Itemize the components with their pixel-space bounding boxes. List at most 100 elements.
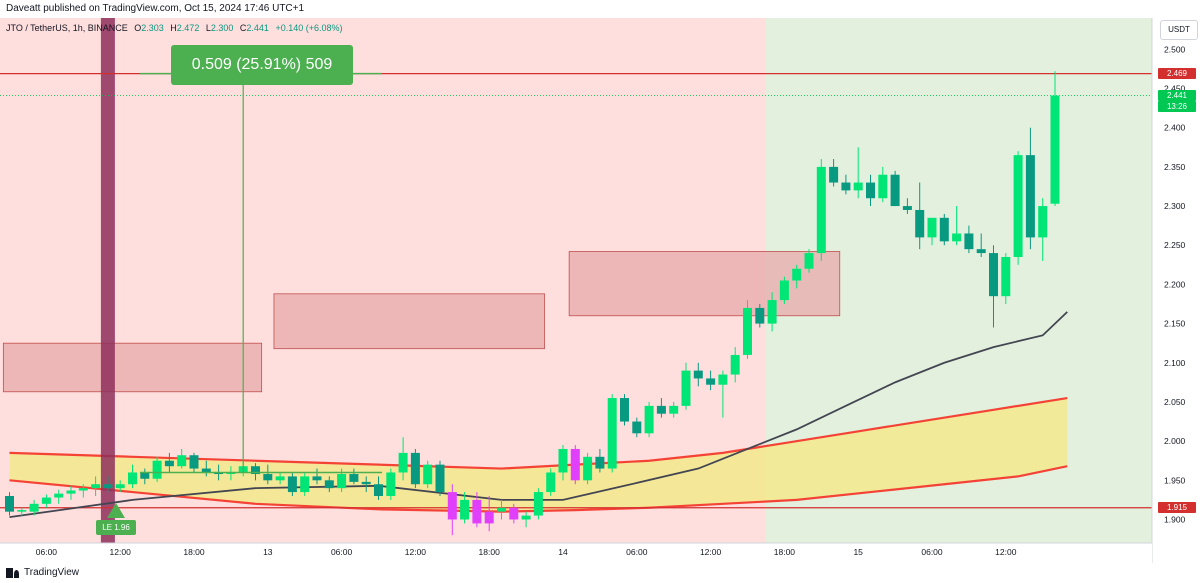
candle-body[interactable] bbox=[460, 499, 470, 520]
candle-body[interactable] bbox=[497, 507, 506, 512]
candle-body[interactable] bbox=[866, 182, 875, 199]
candle-body[interactable] bbox=[779, 280, 789, 301]
measure-label: 0.509 (25.91%) 509 bbox=[171, 45, 353, 85]
candle-body[interactable] bbox=[595, 456, 605, 469]
candle-body[interactable] bbox=[115, 484, 125, 489]
candle-body[interactable] bbox=[337, 474, 347, 489]
candle-body[interactable] bbox=[841, 182, 851, 191]
candle-body[interactable] bbox=[484, 511, 494, 524]
symbol-legend: JTO / TetherUS, 1h, BINANCE O2.303 H2.47… bbox=[6, 23, 343, 33]
resistance-price-tag: 2.469 bbox=[1158, 68, 1196, 80]
candle-body[interactable] bbox=[706, 378, 716, 385]
candle-body[interactable] bbox=[435, 464, 445, 493]
candle-body[interactable] bbox=[152, 460, 162, 479]
candle-body[interactable] bbox=[275, 476, 285, 481]
candle-body[interactable] bbox=[1038, 206, 1048, 238]
candle-body[interactable] bbox=[853, 182, 863, 191]
price-tick-label: 2.050 bbox=[1164, 397, 1186, 407]
candle-body[interactable] bbox=[939, 217, 949, 242]
candle-body[interactable] bbox=[177, 455, 187, 467]
candle-body[interactable] bbox=[546, 472, 556, 493]
candle-body[interactable] bbox=[189, 455, 199, 469]
price-tick-label: 1.950 bbox=[1164, 475, 1186, 485]
candle-body[interactable] bbox=[952, 233, 962, 242]
candle-body[interactable] bbox=[533, 492, 543, 516]
candle-body[interactable] bbox=[300, 476, 310, 493]
currency-button[interactable]: USDT bbox=[1160, 20, 1198, 40]
candle-body[interactable] bbox=[1050, 95, 1060, 204]
candle-body[interactable] bbox=[509, 507, 519, 520]
candle-body[interactable] bbox=[693, 370, 703, 379]
candle-body[interactable] bbox=[287, 476, 297, 493]
candle-body[interactable] bbox=[91, 484, 101, 489]
candle-body[interactable] bbox=[263, 474, 273, 481]
candle-body[interactable] bbox=[29, 503, 39, 512]
candle-body[interactable] bbox=[607, 398, 617, 469]
publish-info: Daveatt published on TradingView.com, Oc… bbox=[6, 3, 305, 14]
candle-body[interactable] bbox=[632, 421, 642, 434]
candle-body[interactable] bbox=[804, 253, 814, 269]
candle-body[interactable] bbox=[730, 354, 740, 375]
candle-body[interactable] bbox=[1001, 256, 1011, 297]
candle-body[interactable] bbox=[398, 452, 408, 473]
symbol-title[interactable]: JTO / TetherUS, 1h, BINANCE bbox=[6, 23, 128, 33]
candle-body[interactable] bbox=[41, 497, 51, 504]
time-axis[interactable] bbox=[0, 543, 1152, 563]
candle-body[interactable] bbox=[620, 398, 629, 422]
candle-body[interactable] bbox=[521, 515, 531, 520]
candle-body[interactable] bbox=[386, 472, 396, 496]
candle-body[interactable] bbox=[792, 268, 802, 281]
candle-body[interactable] bbox=[816, 166, 826, 254]
candle-body[interactable] bbox=[989, 253, 998, 297]
candle-body[interactable] bbox=[214, 472, 224, 475]
close-value: 2.441 bbox=[246, 23, 269, 33]
candle-body[interactable] bbox=[890, 174, 900, 207]
time-tick-label: 06:00 bbox=[921, 547, 943, 557]
candle-body[interactable] bbox=[140, 472, 150, 479]
candle-body[interactable] bbox=[472, 499, 482, 524]
candle-body[interactable] bbox=[251, 466, 260, 475]
candle-body[interactable] bbox=[644, 405, 654, 434]
candle-body[interactable] bbox=[767, 300, 777, 324]
candle-body[interactable] bbox=[103, 484, 113, 489]
candle-body[interactable] bbox=[583, 456, 593, 481]
candle-body[interactable] bbox=[5, 495, 14, 512]
candle-body[interactable] bbox=[902, 206, 912, 210]
candle-body[interactable] bbox=[915, 209, 925, 238]
candle-body[interactable] bbox=[570, 448, 580, 481]
candle-body[interactable] bbox=[374, 484, 383, 496]
candle-body[interactable] bbox=[718, 374, 728, 385]
candle-body[interactable] bbox=[558, 448, 568, 473]
candle-body[interactable] bbox=[976, 249, 986, 254]
candle-body[interactable] bbox=[128, 472, 137, 485]
candle-body[interactable] bbox=[681, 370, 691, 406]
candle-body[interactable] bbox=[201, 468, 211, 473]
candle-body[interactable] bbox=[164, 460, 174, 467]
candle-body[interactable] bbox=[743, 307, 752, 355]
candle-body[interactable] bbox=[1025, 155, 1035, 238]
candle-body[interactable] bbox=[447, 492, 457, 520]
candle-body[interactable] bbox=[349, 474, 359, 482]
candle-body[interactable] bbox=[312, 476, 322, 481]
candle-body[interactable] bbox=[226, 472, 236, 475]
open-value: 2.303 bbox=[141, 23, 164, 33]
candle-body[interactable] bbox=[324, 480, 334, 489]
candle-body[interactable] bbox=[410, 452, 420, 485]
tradingview-logo[interactable]: TradingView bbox=[6, 567, 79, 578]
candle-body[interactable] bbox=[361, 481, 371, 485]
candle-body[interactable] bbox=[66, 490, 76, 494]
candle-body[interactable] bbox=[829, 166, 839, 183]
candle-body[interactable] bbox=[755, 307, 765, 324]
candle-body[interactable] bbox=[1013, 155, 1023, 257]
candle-body[interactable] bbox=[669, 405, 679, 414]
channel-upper-line bbox=[9, 396, 1068, 470]
candle-body[interactable] bbox=[54, 493, 64, 498]
candle-body[interactable] bbox=[878, 174, 888, 199]
candle-body[interactable] bbox=[78, 488, 88, 491]
candle-body[interactable] bbox=[964, 233, 974, 250]
candle-body[interactable] bbox=[423, 464, 433, 485]
candle-body[interactable] bbox=[927, 217, 937, 238]
candle-body[interactable] bbox=[656, 405, 666, 414]
candle-body[interactable] bbox=[17, 510, 27, 512]
